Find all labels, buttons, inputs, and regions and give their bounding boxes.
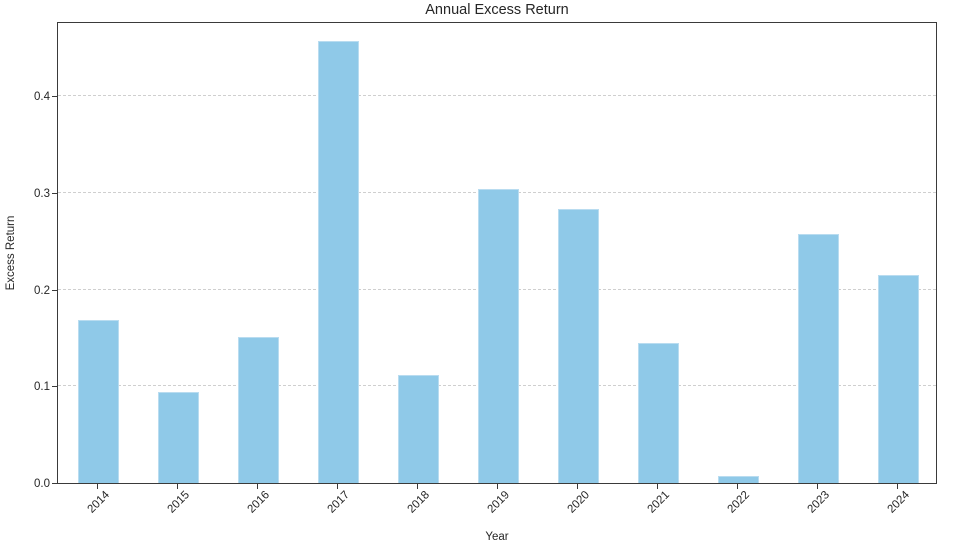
chart-title: Annual Excess Return [425, 2, 569, 18]
y-tick-label-0.3: 0.3 [34, 188, 50, 201]
x-tick-mark [177, 484, 178, 489]
x-tick-mark [657, 484, 658, 489]
x-tick-label-2016: 2016 [245, 489, 273, 516]
bar-2023 [797, 234, 839, 483]
x-tick-mark [417, 484, 418, 489]
x-tick-label-2024: 2024 [885, 489, 913, 516]
x-tick-mark [577, 484, 578, 489]
bar-2018 [397, 375, 439, 483]
x-tick-mark [737, 484, 738, 489]
bar-2022 [717, 476, 759, 483]
bar-2017 [317, 41, 359, 483]
gridline-0.4 [58, 95, 936, 97]
x-tick-mark [817, 484, 818, 489]
x-tick-label-2019: 2019 [485, 489, 513, 516]
plot-area [57, 22, 937, 484]
x-tick-label-2022: 2022 [725, 489, 753, 516]
y-tick-mark [52, 289, 57, 291]
x-tick-label-2020: 2020 [565, 489, 593, 516]
x-tick-mark [897, 484, 898, 489]
x-tick-label-2023: 2023 [805, 489, 833, 516]
y-tick-mark [52, 483, 57, 484]
x-tick-label-2014: 2014 [85, 489, 113, 516]
x-tick-label-2021: 2021 [645, 489, 673, 516]
bar-2015 [157, 392, 199, 483]
bar-2021 [637, 343, 679, 483]
y-tick-label-0.2: 0.2 [34, 284, 50, 297]
bar-2019 [477, 189, 519, 483]
x-tick-mark [497, 484, 498, 489]
x-tick-label-2015: 2015 [165, 489, 193, 516]
bar-2014 [77, 320, 119, 483]
y-tick-mark [52, 96, 57, 98]
y-axis-label: Excess Return [5, 215, 17, 291]
y-tick-mark [52, 386, 57, 388]
bar-2024 [877, 275, 919, 483]
y-tick-label-0.0: 0.0 [34, 478, 50, 490]
y-tick-mark [52, 193, 57, 195]
x-tick-mark [257, 484, 258, 489]
bar-2020 [557, 209, 599, 483]
x-axis-label: Year [485, 531, 509, 543]
x-tick-mark [97, 484, 98, 489]
y-tick-label-0.4: 0.4 [34, 91, 50, 104]
bar-2016 [237, 337, 279, 483]
x-tick-mark [337, 484, 338, 489]
y-tick-label-0.1: 0.1 [34, 381, 50, 394]
x-tick-label-2017: 2017 [325, 489, 353, 516]
x-tick-label-2018: 2018 [405, 489, 433, 516]
